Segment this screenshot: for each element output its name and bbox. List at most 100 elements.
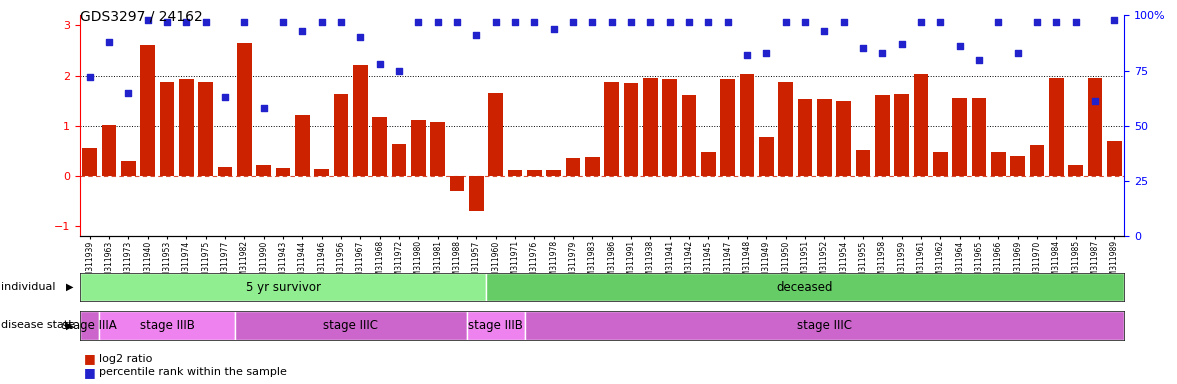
- Point: [738, 52, 757, 58]
- Point: [853, 45, 872, 51]
- Text: 5 yr survivor: 5 yr survivor: [246, 281, 320, 293]
- Bar: [643, 78, 658, 176]
- Point: [583, 19, 601, 25]
- Bar: [566, 158, 580, 176]
- Point: [931, 19, 950, 25]
- Bar: [681, 94, 697, 176]
- Bar: [470, 176, 484, 211]
- Point: [873, 50, 892, 56]
- Bar: [663, 79, 677, 176]
- Bar: [856, 150, 870, 176]
- Bar: [837, 101, 851, 176]
- Point: [312, 19, 331, 25]
- Text: stage IIIB: stage IIIB: [140, 319, 194, 332]
- Bar: [1049, 78, 1064, 176]
- Point: [814, 28, 833, 34]
- Bar: [1030, 145, 1044, 176]
- Bar: [121, 161, 135, 176]
- Bar: [525, 311, 1124, 340]
- Bar: [507, 170, 523, 176]
- Point: [273, 19, 292, 25]
- Point: [679, 19, 698, 25]
- Bar: [952, 98, 967, 176]
- Point: [564, 19, 583, 25]
- Bar: [798, 99, 812, 176]
- Bar: [1108, 141, 1122, 176]
- Point: [235, 19, 254, 25]
- Point: [970, 56, 989, 63]
- Point: [138, 17, 157, 23]
- Bar: [701, 152, 716, 176]
- Bar: [334, 94, 348, 176]
- Bar: [605, 82, 619, 176]
- Bar: [450, 176, 464, 191]
- Bar: [257, 165, 271, 176]
- Bar: [759, 137, 773, 176]
- Point: [660, 19, 679, 25]
- Bar: [275, 169, 291, 176]
- Point: [699, 19, 718, 25]
- Text: ■: ■: [84, 353, 95, 366]
- Point: [912, 19, 931, 25]
- Point: [1085, 98, 1104, 104]
- Point: [506, 19, 525, 25]
- Point: [1105, 17, 1124, 23]
- Bar: [546, 170, 561, 176]
- Bar: [817, 99, 832, 176]
- Text: ▶: ▶: [66, 282, 73, 292]
- Bar: [467, 311, 525, 340]
- Bar: [179, 79, 194, 176]
- Bar: [486, 273, 1124, 301]
- Point: [158, 19, 177, 25]
- Bar: [740, 74, 754, 176]
- Point: [447, 19, 466, 25]
- Bar: [876, 94, 890, 176]
- Bar: [82, 148, 97, 176]
- Text: stage IIIB: stage IIIB: [468, 319, 523, 332]
- Bar: [234, 311, 467, 340]
- Point: [100, 39, 119, 45]
- Bar: [778, 82, 793, 176]
- Point: [119, 89, 138, 96]
- Point: [1048, 19, 1066, 25]
- Bar: [140, 45, 155, 176]
- Bar: [624, 83, 638, 176]
- Text: individual: individual: [1, 282, 55, 292]
- Point: [371, 61, 390, 67]
- Point: [834, 19, 853, 25]
- Bar: [314, 169, 328, 176]
- Point: [197, 19, 215, 25]
- Bar: [585, 157, 599, 176]
- Text: ■: ■: [84, 366, 95, 379]
- Point: [796, 19, 814, 25]
- Point: [718, 19, 737, 25]
- Bar: [1010, 156, 1025, 176]
- Point: [757, 50, 776, 56]
- Point: [254, 105, 273, 111]
- Point: [351, 35, 370, 41]
- Text: deceased: deceased: [777, 281, 833, 293]
- Bar: [991, 152, 1005, 176]
- Bar: [218, 167, 232, 176]
- Bar: [353, 65, 367, 176]
- Point: [892, 41, 911, 47]
- Point: [486, 19, 505, 25]
- Text: stage IIIC: stage IIIC: [324, 319, 378, 332]
- Point: [408, 19, 427, 25]
- Point: [293, 28, 312, 34]
- Bar: [392, 144, 406, 176]
- Bar: [199, 82, 213, 176]
- Bar: [80, 273, 486, 301]
- Point: [177, 19, 195, 25]
- Bar: [160, 82, 174, 176]
- Point: [544, 26, 563, 32]
- Bar: [1088, 78, 1103, 176]
- Bar: [933, 152, 947, 176]
- Point: [950, 43, 969, 50]
- Bar: [895, 94, 909, 176]
- Point: [467, 32, 486, 38]
- Point: [621, 19, 640, 25]
- Bar: [1069, 165, 1083, 176]
- Point: [80, 74, 99, 80]
- Point: [603, 19, 621, 25]
